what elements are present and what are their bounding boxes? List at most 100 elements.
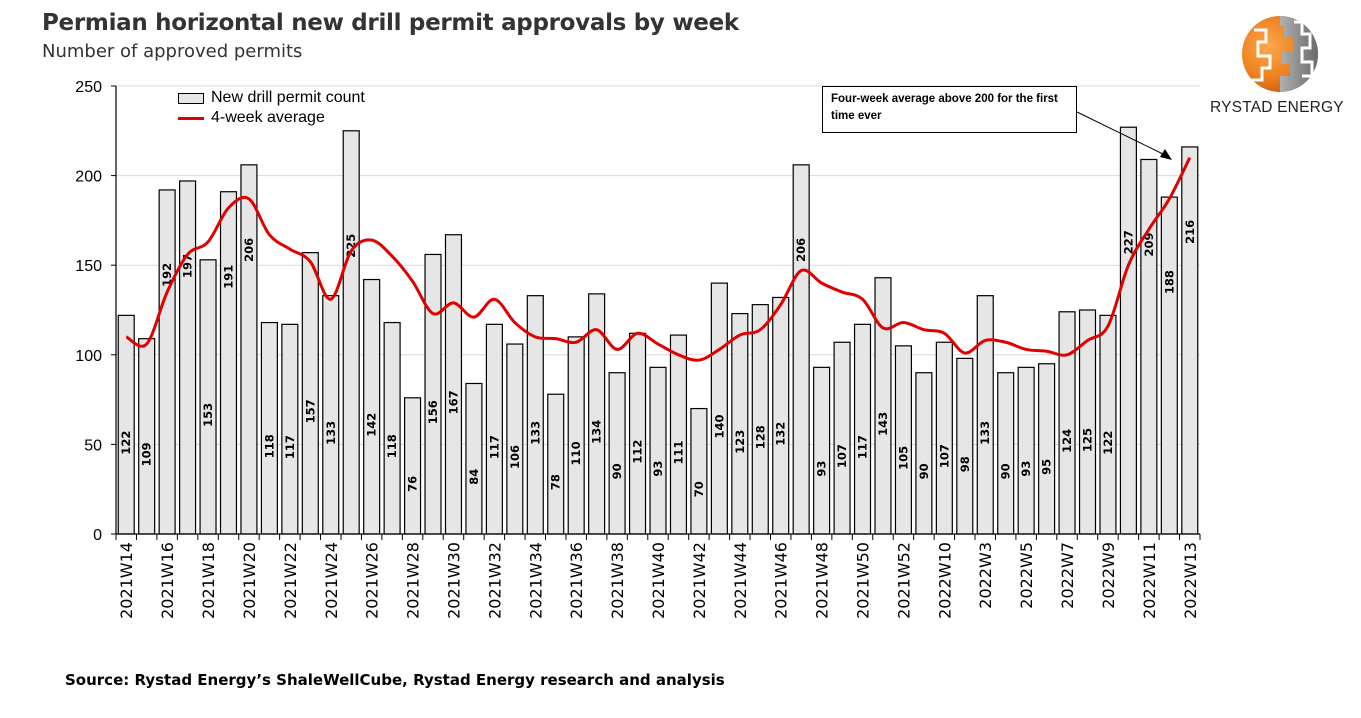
- bar-data-label: 192: [160, 263, 174, 287]
- axes: [111, 85, 1201, 540]
- bar: [1058, 311, 1076, 535]
- bar: [976, 295, 994, 535]
- legend-item-line: 4-week average: [178, 108, 365, 128]
- x-tick-label: 2022W9: [1099, 542, 1118, 609]
- legend: New drill permit count 4-week average: [178, 88, 365, 128]
- legend-label-bars: New drill permit count: [211, 89, 365, 106]
- bar: [894, 345, 913, 535]
- bar: [1160, 196, 1178, 535]
- logo-text: RYSTAD ENERGY: [1210, 99, 1344, 116]
- x-tick-label: 2021W42: [690, 542, 709, 619]
- bar: [1099, 314, 1117, 535]
- x-tick-label: 2022W10: [935, 542, 954, 619]
- bar-data-label: 90: [999, 463, 1013, 479]
- bar: [649, 366, 667, 535]
- x-tick-label: 2021W18: [199, 542, 218, 619]
- bar-data-label: 70: [692, 481, 706, 497]
- x-tick-label: 2021W28: [404, 542, 423, 619]
- bar: [853, 323, 872, 535]
- bar-data-label: 167: [446, 390, 460, 414]
- x-tick-label: 2022W13: [1181, 542, 1200, 619]
- x-tick-label: 2021W16: [158, 542, 177, 619]
- bar-data-label: 110: [569, 441, 583, 465]
- bar: [363, 278, 381, 535]
- bar: [772, 296, 790, 535]
- bar-series: [117, 126, 1199, 535]
- bar-data-label: 106: [508, 445, 522, 469]
- x-tick-label: 2021W52: [894, 542, 913, 619]
- source-note: Source: Rystad Energy’s ShaleWellCube, R…: [65, 671, 725, 689]
- x-tick-label: 2021W48: [813, 542, 832, 619]
- bar-data-label: 142: [365, 413, 379, 437]
- y-tick-label: 100: [75, 348, 102, 365]
- bar: [608, 372, 626, 535]
- bar-data-label: 206: [794, 238, 808, 262]
- bar: [260, 321, 278, 535]
- line-series: [125, 157, 1192, 362]
- y-tick-label: 150: [75, 258, 102, 275]
- bar: [281, 323, 299, 535]
- bar-data-label: 76: [406, 476, 420, 492]
- bar-data-label: 133: [324, 421, 338, 445]
- bar-data-label: 98: [958, 456, 972, 472]
- bar-data-label: 112: [631, 440, 645, 464]
- bar-data-label: 93: [651, 461, 665, 477]
- bar: [792, 164, 810, 535]
- x-tick-label: 2021W24: [322, 542, 341, 619]
- bar-data-label: 140: [712, 415, 726, 439]
- bar: [997, 372, 1015, 535]
- x-tick-label: 2022W3: [976, 542, 995, 609]
- bar-data-label: 188: [1162, 270, 1176, 294]
- bar: [403, 397, 422, 535]
- x-tick-label: 2022W5: [1017, 542, 1036, 609]
- bar-data-label: 78: [549, 474, 563, 490]
- bar-data-label: 143: [876, 412, 890, 436]
- bar: [219, 191, 238, 535]
- x-tick-label: 2021W46: [772, 542, 791, 619]
- chart-title: Permian horizontal new drill permit appr…: [42, 10, 739, 36]
- bar-data-label: 105: [896, 446, 910, 470]
- bar-data-label: 93: [1019, 461, 1033, 477]
- bar-data-label: 118: [385, 434, 399, 458]
- bar: [485, 323, 503, 535]
- bar: [547, 393, 565, 535]
- bar: [179, 180, 197, 535]
- chart-subtitle: Number of approved permits: [42, 41, 303, 62]
- x-tick-label: 2021W36: [567, 542, 586, 619]
- bar-data-label: 216: [1183, 220, 1197, 244]
- bar: [383, 321, 401, 535]
- bar-data-label: 124: [1060, 429, 1074, 453]
- bar: [506, 343, 524, 535]
- bar-data-label: 225: [344, 234, 358, 258]
- bar: [710, 282, 728, 535]
- bar: [690, 407, 708, 535]
- bar: [1017, 366, 1035, 535]
- bar-data-label: 156: [426, 400, 440, 424]
- x-tick-label: 2022W7: [1058, 542, 1077, 609]
- bar-data-label: 90: [610, 463, 624, 479]
- bar-data-label: 123: [733, 430, 747, 454]
- bar-data-label: 107: [937, 444, 951, 468]
- x-tick-label: 2021W20: [240, 542, 259, 619]
- bar-data-label: 117: [487, 435, 501, 459]
- bar-data-label: 117: [856, 435, 870, 459]
- bar-data-label: 191: [221, 265, 235, 289]
- annotation-arrow: [1076, 111, 1172, 160]
- bar: [444, 234, 463, 535]
- bar: [1181, 146, 1199, 535]
- globe-logo-icon: [1242, 16, 1318, 92]
- x-tick-label: 2021W22: [281, 542, 300, 619]
- bar: [833, 341, 851, 535]
- bar-data-labels: 122 109 192 197 153 191 206 118 117 157 133 225 142 1…: [119, 220, 1197, 497]
- bar: [751, 304, 769, 535]
- bar: [1038, 363, 1056, 535]
- bar: [117, 314, 135, 535]
- bar-data-label: 134: [590, 420, 604, 444]
- y-tick-label: 50: [84, 437, 102, 454]
- x-tick-label: 2022W11: [1140, 542, 1159, 619]
- bar-data-label: 133: [978, 421, 992, 445]
- bar-data-label: 206: [242, 238, 256, 262]
- bar: [956, 357, 974, 535]
- bar-data-label: 90: [917, 463, 931, 479]
- bar-data-label: 133: [528, 421, 542, 445]
